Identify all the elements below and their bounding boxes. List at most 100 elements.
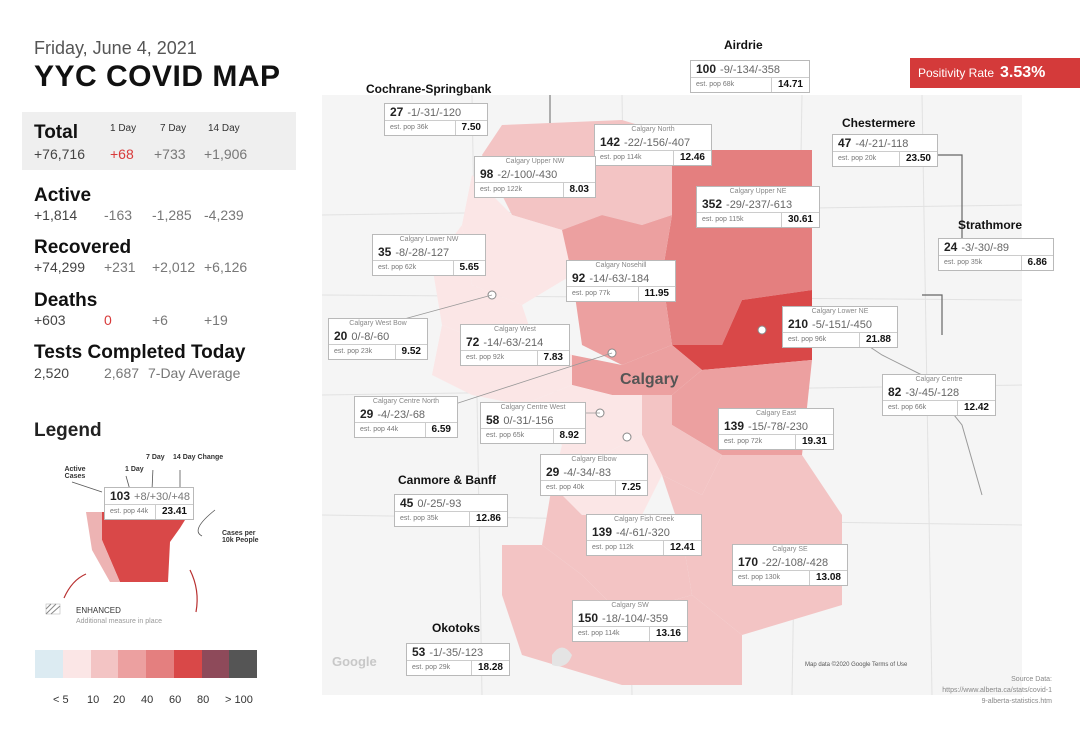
region-callout[interactable]: 27 -1/-31/-120 est. pop 36k 7.50 [384, 103, 488, 136]
region-centre-north [572, 345, 702, 395]
region-pop: est. pop 20k [838, 155, 877, 162]
region-rate: 13.08 [808, 571, 847, 585]
region-name: Calgary Centre [915, 376, 963, 383]
deaths-1day: 0 [104, 312, 112, 328]
google-logo: Google [332, 654, 377, 669]
recovered-14day: +6,126 [204, 259, 248, 275]
region-rate: 9.52 [394, 345, 427, 359]
total-panel [22, 112, 296, 170]
region-callout[interactable]: Calgary East 139 -15/-78/-230 est. pop 72k 1… [718, 408, 834, 450]
legend-hatch-icon [45, 603, 61, 615]
positivity-label: Positivity Rate [918, 66, 995, 80]
region-pop: est. pop 68k [696, 81, 735, 88]
region-active: 98 [480, 167, 494, 181]
col-7day: 7 Day [160, 123, 187, 134]
region-changes: 0/-25/-93 [417, 498, 462, 510]
region-name: Calgary Fish Creek [614, 516, 674, 523]
region-callout[interactable]: Calgary Upper NW 98 -2/-100/-430 est. pop 1… [474, 156, 596, 198]
region-rate: 7.83 [536, 351, 569, 365]
map-leader-centre-north [451, 352, 613, 406]
scale-swatch [35, 650, 63, 678]
scale-label: < 5 [53, 694, 69, 706]
legend-title: Legend [34, 420, 102, 441]
region-name: Calgary Centre West [500, 404, 566, 411]
region-active: 24 [944, 240, 958, 254]
source-url[interactable]: https://www.alberta.ca/stats/covid-19-al… [942, 687, 1052, 705]
region-callout[interactable]: Calgary West 72 -14/-63/-214 est. pop 92k 7.… [460, 324, 570, 366]
region-callout[interactable]: 53 -1/-35/-123 est. pop 29k 18.28 [406, 643, 510, 676]
region-callout[interactable]: Calgary Upper NE 352 -29/-237/-613 est. pop… [696, 186, 820, 228]
scale-label: 80 [197, 694, 210, 706]
region-pop: est. pop 62k [378, 264, 417, 271]
region-callout[interactable]: 100 -9/-134/-358 est. pop 68k 14.71 [690, 60, 810, 93]
recovered-value: +74,299 [34, 259, 85, 275]
region-changes: -2/-100/-430 [497, 169, 558, 181]
region-callout[interactable]: Calgary Fish Creek 139 -4/-61/-320 est. pop… [586, 514, 702, 556]
region-active: 139 [592, 525, 613, 539]
region-callout[interactable]: Calgary Lower NE 210 -5/-151/-450 est. pop … [782, 306, 898, 348]
active-label: Active [34, 185, 92, 206]
region-rate: 18.28 [470, 661, 509, 675]
region-active: 352 [702, 197, 723, 211]
legend-1day: 1 Day [125, 466, 144, 473]
recovered-label: Recovered [34, 237, 132, 258]
region-active: 170 [738, 555, 759, 569]
region-callout[interactable]: Calgary Centre 82 -3/-45/-128 est. pop 66k 1… [882, 374, 996, 416]
region-changes: -14/-63/-184 [589, 273, 650, 285]
region-callout[interactable]: Calgary Centre West 58 0/-31/-156 est. pop … [480, 402, 586, 444]
legend-pointer-active [71, 481, 103, 493]
region-callout[interactable]: Calgary West Bow 20 0/-8/-60 est. pop 23k 9.… [328, 318, 428, 360]
okotoks-label: Okotoks [432, 621, 481, 635]
region-pop: est. pop 112k [592, 544, 634, 551]
region-pop: est. pop 40k [546, 484, 585, 491]
page-title: YYC COVID MAP [34, 60, 281, 93]
total-label: Total [34, 122, 78, 143]
scale-swatch [173, 650, 202, 678]
region-pop: est. pop 77k [572, 290, 611, 297]
region-changes: -22/-108/-428 [762, 557, 829, 569]
active-7day: -1,285 [152, 207, 192, 223]
region-rate: 12.46 [672, 151, 711, 165]
region-rate: 7.50 [454, 121, 487, 135]
scale-label: 60 [169, 694, 182, 706]
region-rate: 14.71 [770, 78, 809, 92]
region-callout[interactable]: 24 -3/-30/-89 est. pop 35k 6.86 [938, 238, 1054, 271]
scale-label: 10 [87, 694, 100, 706]
region-changes: -1/-31/-120 [407, 107, 462, 119]
region-callout[interactable]: Calgary Centre North 29 -4/-23/-68 est. pop… [354, 396, 458, 438]
map-credit: Map data ©2020 Google Terms of Use [805, 662, 908, 668]
region-pop: est. pop 65k [486, 432, 525, 439]
region-changes: -5/-151/-450 [812, 319, 872, 331]
region-callout[interactable]: Calgary SE 170 -22/-108/-428 est. pop 130k 1… [732, 544, 848, 586]
region-name: Calgary West Bow [349, 320, 407, 327]
region-pop: est. pop 35k [400, 515, 439, 522]
scale-label: > 100 [225, 694, 253, 706]
region-rate: 6.86 [1020, 256, 1053, 270]
region-changes: -8/-28/-127 [395, 247, 450, 259]
active-value: +1,814 [34, 207, 78, 223]
active-1day: -163 [104, 207, 133, 223]
region-callout[interactable]: Calgary SW 150 -18/-104/-359 est. pop 114k 1… [572, 600, 688, 642]
region-callout[interactable]: Calgary North 142 -22/-156/-407 est. pop 11… [594, 124, 712, 166]
positivity-value: 3.53% [1000, 64, 1046, 81]
map-marker-lower-ne[interactable] [757, 325, 767, 335]
region-callout[interactable]: Calgary Nosehill 92 -14/-63/-184 est. pop 7… [566, 260, 676, 302]
region-changes: -3/-45/-128 [905, 387, 960, 399]
tests-avg-label: 7-Day Average [148, 365, 241, 381]
region-callout[interactable]: 47 -4/-21/-118 est. pop 20k 23.50 [832, 134, 938, 167]
region-pop: est. pop 29k [412, 664, 451, 671]
region-changes: -3/-30/-89 [961, 242, 1010, 254]
region-callout[interactable]: 45 0/-25/-93 est. pop 35k 12.86 [394, 494, 508, 527]
tests-label: Tests Completed Today [34, 342, 246, 363]
legend-example-active: 103 [110, 489, 131, 503]
legend-enhanced-note: Additional measure in place [76, 618, 162, 625]
scale-label: 20 [113, 694, 126, 706]
region-callout[interactable]: Calgary Lower NW 35 -8/-28/-127 est. pop 62… [372, 234, 486, 276]
legend-shape [102, 512, 190, 582]
map-lake [552, 647, 572, 667]
region-rate: 7.25 [614, 481, 647, 495]
region-active: 82 [888, 385, 902, 399]
region-changes: 0/-31/-156 [503, 415, 554, 427]
map-marker-elbow[interactable] [622, 432, 632, 442]
region-callout[interactable]: Calgary Elbow 29 -4/-34/-83 est. pop 40k 7.2… [540, 454, 648, 496]
